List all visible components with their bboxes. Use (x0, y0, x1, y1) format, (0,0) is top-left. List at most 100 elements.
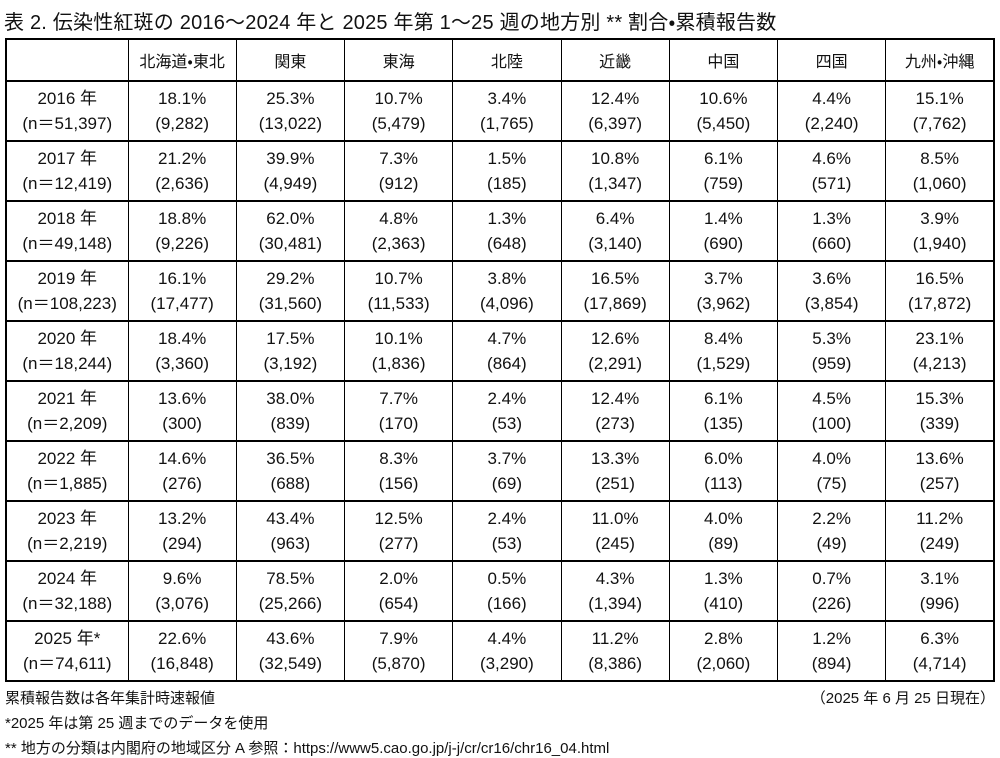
count-value: (251) (595, 474, 635, 493)
year-row-header: 2020 年 (n＝18,244) (5, 320, 129, 382)
data-cell: 4.3% (1,394) (560, 560, 670, 622)
percent-value: 1.4% (704, 209, 743, 228)
percent-value: 36.5% (266, 449, 315, 468)
data-cell: 15.3% (339) (885, 380, 995, 442)
data-cell: 1.3% (410) (668, 560, 779, 622)
percent-value: 6.0% (704, 449, 743, 468)
percent-value: 2.2% (812, 509, 851, 528)
data-cell: 22.6% (16,848) (127, 620, 237, 682)
percent-value: 2.8% (704, 629, 743, 648)
count-value: (3,360) (155, 354, 210, 373)
percent-value: 43.4% (266, 509, 315, 528)
percent-value: 22.6% (158, 629, 207, 648)
percent-value: 2.4% (487, 509, 527, 528)
count-value: (9,282) (155, 114, 210, 133)
data-cell: 9.6% (3,076) (127, 560, 237, 622)
data-cell: 0.5% (166) (452, 560, 562, 622)
data-cell: 3.7% (69) (452, 440, 562, 502)
percent-value: 10.7% (374, 269, 423, 288)
count-value: (100) (811, 414, 852, 433)
percent-value: 10.6% (699, 89, 748, 108)
data-cell: 7.3% (912) (343, 140, 454, 202)
data-cell: 2.8% (2,060) (668, 620, 779, 682)
count-value: (2,363) (371, 234, 426, 253)
count-value: (571) (811, 174, 852, 193)
percent-value: 12.6% (591, 329, 640, 348)
corner-cell (5, 38, 129, 82)
count-value: (3,290) (479, 654, 534, 673)
data-cell: 17.5% (3,192) (235, 320, 346, 382)
n-count-label: (n＝49,148) (22, 234, 113, 253)
year-label: 2016 年 (37, 89, 98, 108)
count-value: (17,869) (583, 294, 647, 313)
percent-value: 13.6% (158, 389, 207, 408)
count-value: (13,022) (258, 114, 323, 133)
n-count-label: (n＝32,188) (22, 594, 113, 613)
region-column-header: 北海道・東北 (127, 38, 237, 82)
year-row-header: 2019 年 (n＝108,223) (5, 260, 129, 322)
count-value: (249) (919, 534, 960, 553)
year-row-header: 2024 年 (n＝32,188) (5, 560, 129, 622)
percent-value: 6.4% (595, 209, 635, 228)
percent-value: 3.7% (487, 449, 527, 468)
percent-value: 18.1% (158, 89, 207, 108)
n-count-label: (n＝2,209) (27, 414, 108, 433)
percent-value: 8.4% (704, 329, 743, 348)
percent-value: 6.1% (704, 149, 743, 168)
count-value: (959) (811, 354, 852, 373)
count-value: (277) (378, 534, 419, 553)
count-value: (2,240) (804, 114, 859, 133)
year-label: 2025 年* (34, 629, 101, 648)
data-cell: 4.8% (2,363) (343, 200, 454, 262)
data-cell: 15.1% (7,762) (885, 80, 995, 142)
year-label: 2018 年 (37, 209, 98, 228)
percent-value: 18.8% (158, 209, 207, 228)
region-classification-url[interactable]: https://www5.cao.go.jp/j-j/cr/cr16/chr16… (293, 740, 610, 757)
percent-value: 11.2% (591, 629, 639, 648)
data-cell: 38.0% (839) (235, 380, 346, 442)
percent-value: 16.1% (158, 269, 207, 288)
percent-value: 3.7% (704, 269, 743, 288)
percent-value: 0.5% (487, 569, 527, 588)
table-row: 2019 年 (n＝108,223) 16.1% (17,477) 29.2% (31,5… (5, 260, 995, 322)
count-value: (69) (491, 474, 522, 493)
percent-value: 7.7% (379, 389, 418, 408)
data-cell: 12.4% (273) (560, 380, 670, 442)
data-cell: 8.5% (1,060) (885, 140, 995, 202)
count-value: (4,096) (479, 294, 534, 313)
percent-value: 21.2% (158, 149, 207, 168)
table-row: 2020 年 (n＝18,244) 18.4% (3,360) 17.5% (3,192)… (5, 320, 995, 382)
data-cell: 3.7% (3,962) (668, 260, 779, 322)
data-cell: 6.1% (759) (668, 140, 779, 202)
count-value: (2,636) (155, 174, 210, 193)
data-cell: 16.5% (17,872) (885, 260, 995, 322)
count-value: (6,397) (588, 114, 643, 133)
percent-value: 4.3% (595, 569, 635, 588)
data-cell: 5.3% (959) (776, 320, 887, 382)
table-row: 2021 年 (n＝2,209) 13.6% (300) 38.0% (839) 7.7% (… (5, 380, 995, 442)
count-value: (654) (378, 594, 419, 613)
percent-value: 4.0% (704, 509, 743, 528)
percent-value: 9.6% (162, 569, 202, 588)
count-value: (30,481) (258, 234, 323, 253)
count-value: (688) (270, 474, 311, 493)
percent-value: 4.7% (487, 329, 527, 348)
count-value: (3,076) (155, 594, 210, 613)
count-value: (185) (487, 174, 527, 193)
data-cell: 14.6% (276) (127, 440, 237, 502)
count-value: (53) (491, 534, 522, 553)
data-cell: 2.0% (654) (343, 560, 454, 622)
percent-value: 17.5% (266, 329, 315, 348)
table-row: 2023 年 (n＝2,219) 13.2% (294) 43.4% (963) 12.5%… (5, 500, 995, 562)
count-value: (5,479) (371, 114, 426, 133)
year-label: 2020 年 (37, 329, 98, 348)
data-cell: 23.1% (4,213) (885, 320, 995, 382)
percent-value: 10.7% (374, 89, 423, 108)
percent-value: 62.0% (266, 209, 315, 228)
count-value: (135) (703, 414, 744, 433)
count-value: (294) (162, 534, 202, 553)
data-cell: 10.6% (5,450) (668, 80, 779, 142)
count-value: (3,140) (588, 234, 643, 253)
data-cell: 1.3% (660) (776, 200, 887, 262)
table-row: 2018 年 (n＝49,148) 18.8% (9,226) 62.0% (30,481… (5, 200, 995, 262)
